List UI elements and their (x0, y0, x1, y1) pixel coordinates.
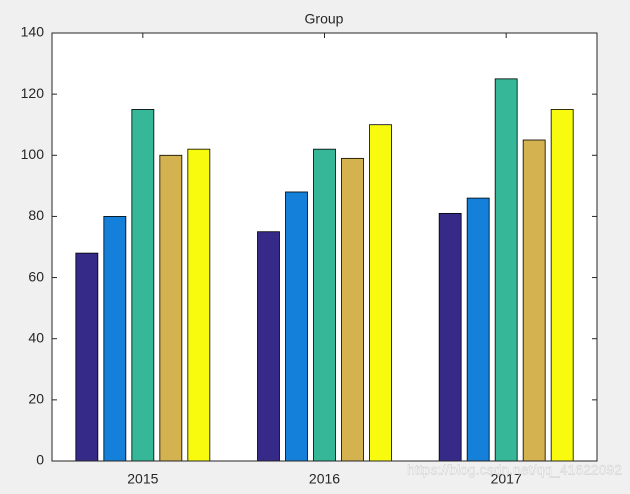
bar (341, 157, 364, 462)
bar (131, 109, 155, 462)
y-tick-label: 20 (28, 391, 44, 407)
y-tick-label: 140 (21, 24, 45, 40)
bar (187, 148, 211, 462)
y-tick-label: 40 (28, 329, 44, 345)
y-tick-label: 100 (21, 146, 45, 162)
x-tick-label: 2017 (491, 471, 522, 487)
x-tick-label: 2015 (127, 471, 158, 487)
chart-title: Group (305, 11, 344, 27)
bar (313, 148, 336, 462)
bar (103, 216, 127, 462)
bar (438, 212, 462, 462)
bar (285, 191, 308, 462)
bar (159, 154, 183, 462)
watermark: https://blog.csdn.net/qq_41622092 (407, 462, 622, 478)
bar (75, 252, 99, 462)
bar (466, 197, 490, 462)
bar (494, 78, 518, 462)
y-tick-label: 80 (28, 207, 44, 223)
bar (522, 139, 546, 462)
axes-box (51, 32, 598, 462)
y-tick-label: 120 (21, 85, 45, 101)
y-tick-label: 0 (36, 452, 44, 468)
bar (257, 231, 280, 462)
bar (369, 124, 392, 462)
bar (550, 109, 574, 462)
y-tick-label: 60 (28, 268, 44, 284)
x-tick-label: 2016 (309, 471, 340, 487)
